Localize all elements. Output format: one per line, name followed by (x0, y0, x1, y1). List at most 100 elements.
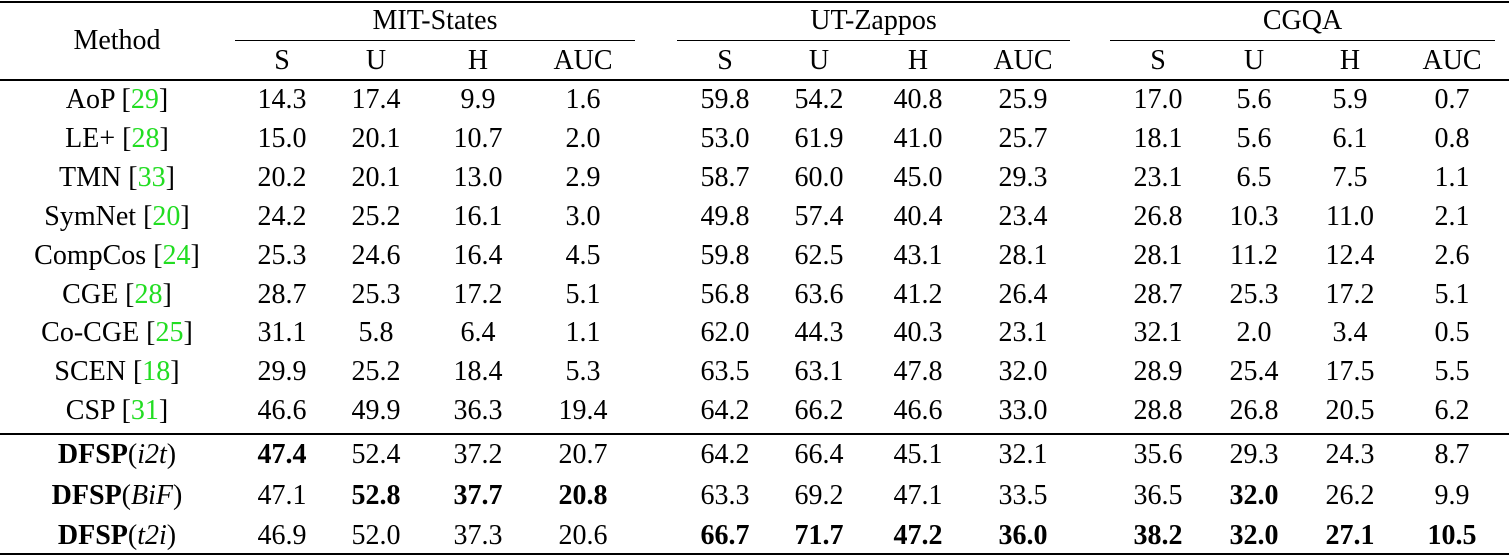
citation-ref: 29 (130, 84, 159, 115)
value-cell: 17.0 (1133, 84, 1183, 115)
value-cell: 12.4 (1325, 239, 1375, 271)
method-cell: CGE 28 (62, 278, 172, 310)
group-header: UT-Zappos (810, 5, 937, 36)
citation: 28 (125, 279, 172, 310)
value-cell: 28.9 (1133, 356, 1183, 388)
column-header: H (1339, 45, 1361, 76)
value-cell: 52.8 (351, 479, 401, 511)
variant-name: BiF (131, 479, 173, 511)
value-cell: 32.0 (998, 356, 1048, 388)
variant: t2i (128, 520, 176, 551)
value-cell: 20.1 (351, 122, 401, 154)
value-cell: 52.0 (351, 520, 401, 551)
value-cell: 1.1 (1434, 161, 1470, 193)
column-header: U (808, 45, 830, 76)
value-cell: 5.3 (565, 356, 601, 388)
value-cell: 23.1 (998, 317, 1048, 349)
method-cell: CSP 31 (65, 395, 168, 427)
value-cell: 11.2 (1230, 239, 1278, 271)
method-name: SymNet (44, 200, 137, 232)
value-cell: 2.0 (1236, 317, 1272, 349)
value-cell: 47.4 (257, 439, 307, 470)
method-cell: DFSP i2t (57, 439, 176, 470)
rule (677, 40, 1070, 42)
value-cell: 10.7 (453, 122, 503, 154)
column-header: U (1243, 45, 1265, 76)
value-cell: 5.5 (1434, 356, 1470, 388)
value-cell: 66.2 (794, 395, 844, 427)
method-header: Method (73, 25, 161, 56)
value-cell: 25.7 (998, 122, 1048, 154)
value-cell: 2.0 (565, 122, 601, 154)
value-cell: 8.7 (1434, 439, 1470, 470)
method-name: CSP (65, 395, 115, 427)
value-cell: 45.0 (893, 161, 943, 193)
method-cell: TMN 33 (59, 162, 175, 193)
value-cell: 37.7 (453, 479, 503, 511)
value-cell: 47.2 (893, 520, 943, 551)
value-cell: 5.1 (1434, 278, 1470, 310)
value-cell: 43.1 (893, 239, 943, 271)
method-cell: AoP 29 (65, 84, 169, 115)
value-cell: 17.2 (1325, 278, 1375, 310)
value-cell: 26.8 (1133, 200, 1183, 232)
citation: 25 (146, 317, 193, 348)
variant-name: i2t (137, 439, 167, 470)
value-cell: 27.1 (1325, 520, 1375, 551)
value-cell: 26.2 (1325, 479, 1375, 511)
value-cell: 5.9 (1332, 84, 1368, 115)
value-cell: 47.1 (893, 479, 943, 511)
value-cell: 6.2 (1434, 395, 1470, 427)
method-cell: SymNet 20 (44, 200, 189, 232)
value-cell: 62.5 (794, 239, 844, 271)
value-cell: 40.4 (893, 200, 943, 232)
method-cell: CompCos 24 (34, 240, 200, 271)
value-cell: 28.7 (257, 278, 307, 310)
value-cell: 19.4 (558, 395, 608, 427)
variant: i2t (128, 439, 176, 470)
value-cell: 53.0 (700, 122, 750, 154)
value-cell: 46.6 (893, 395, 943, 427)
value-cell: 25.4 (1229, 356, 1279, 388)
value-cell: 32.0 (1229, 520, 1279, 551)
column-header: U (365, 45, 387, 76)
value-cell: 11.0 (1326, 200, 1374, 232)
column-header: S (274, 45, 290, 76)
method-cell: Co-CGE 25 (41, 317, 193, 349)
value-cell: 63.5 (700, 356, 750, 388)
value-cell: 18.4 (453, 356, 503, 388)
value-cell: 20.6 (558, 520, 608, 551)
value-cell: 2.9 (565, 161, 601, 193)
citation: 29 (122, 84, 169, 115)
value-cell: 31.1 (257, 317, 307, 349)
value-cell: 28.8 (1133, 395, 1183, 427)
value-cell: 41.0 (893, 122, 943, 154)
method-name: DFSP (57, 439, 128, 470)
value-cell: 16.4 (453, 239, 503, 271)
citation: 33 (128, 162, 175, 193)
value-cell: 25.2 (351, 200, 401, 232)
citation: 18 (133, 356, 180, 387)
value-cell: 15.0 (257, 122, 307, 154)
rule (235, 40, 635, 42)
value-cell: 16.1 (453, 200, 503, 232)
value-cell: 36.5 (1133, 479, 1183, 511)
method-name: CGE (62, 278, 119, 310)
value-cell: 63.6 (794, 278, 844, 310)
value-cell: 25.3 (351, 278, 401, 310)
value-cell: 3.0 (565, 200, 601, 232)
value-cell: 24.2 (257, 200, 307, 232)
value-cell: 14.3 (257, 84, 307, 115)
method-name: AoP (65, 84, 115, 115)
column-header: AUC (553, 45, 613, 76)
value-cell: 4.5 (565, 239, 601, 271)
method-name: Co-CGE (41, 317, 140, 349)
value-cell: 5.6 (1236, 122, 1272, 154)
value-cell: 20.2 (257, 161, 307, 193)
method-cell: LE+ 28 (65, 123, 169, 154)
value-cell: 9.9 (460, 84, 496, 115)
rule (0, 553, 1509, 555)
value-cell: 41.2 (893, 278, 943, 310)
citation-ref: 31 (130, 395, 159, 427)
